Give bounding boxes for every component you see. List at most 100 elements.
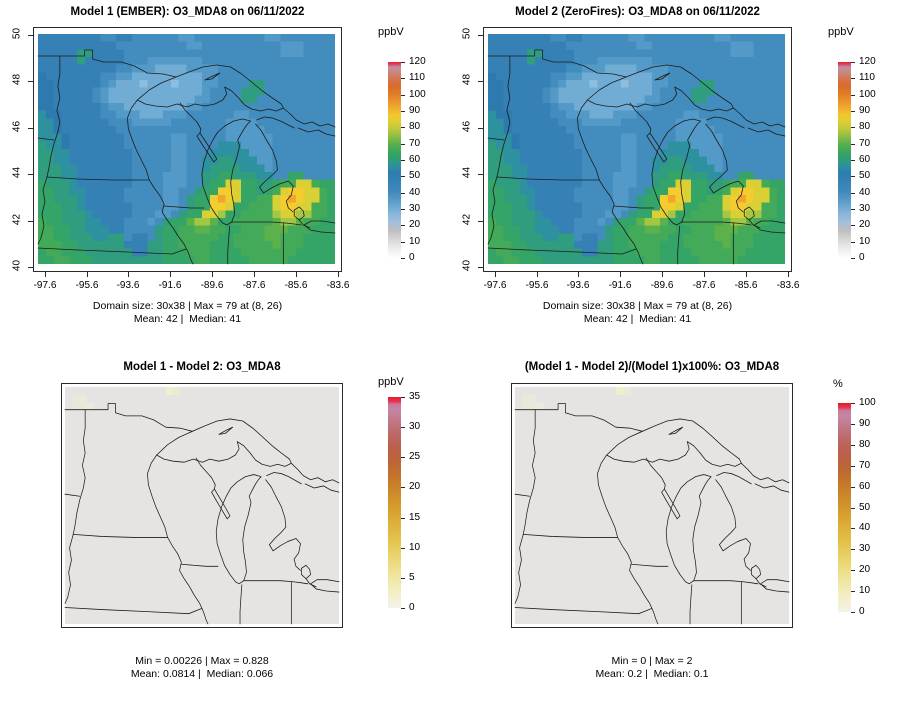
colorbar-tick-mark [401, 94, 405, 96]
panel-2-raster-heatmap [488, 34, 785, 264]
colorbar-tick-label: 15 [409, 511, 421, 523]
colorbar-tick-mark [851, 507, 855, 509]
y-axis-tick-label: 42 [461, 213, 473, 226]
colorbar-tick-mark [401, 62, 405, 63]
y-axis-tick-label: 46 [461, 120, 473, 133]
colorbar-tick-label: 80 [859, 438, 871, 450]
y-axis-tick-mark [478, 221, 483, 222]
colorbar-tick-label: 120 [409, 56, 426, 67]
x-axis-tick-mark [87, 272, 88, 277]
panel-3-stats-line1: Min = 0.00226 | Max = 0.828 [135, 655, 269, 667]
colorbar-tick-label: 40 [859, 186, 871, 198]
colorbar-tick-label: 25 [409, 451, 421, 463]
colorbar-tick-mark [401, 577, 405, 579]
panel-2-subtitle-line2: Mean: 42 | Median: 41 [583, 313, 692, 325]
y-axis-tick-label: 50 [461, 27, 473, 40]
panel-2-subtitle-line1: Domain size: 30x38 | Max = 79 at (8, 26) [542, 300, 733, 312]
panel-1-subtitle-line1: Domain size: 30x38 | Max = 79 at (8, 26) [92, 300, 283, 312]
panel-1-raster-heatmap [38, 34, 335, 264]
panel-4-stats-line1: Min = 0 | Max = 2 [611, 655, 693, 667]
colorbar-tick-label: 20 [859, 564, 871, 576]
colorbar-tick-label: 100 [409, 88, 426, 100]
x-axis-tick-label: -93.6 [116, 280, 140, 291]
colorbar-tick-mark [851, 612, 855, 613]
colorbar-tick-mark [851, 176, 855, 178]
colorbar-tick-mark [851, 549, 855, 551]
colorbar-tick-mark [851, 486, 855, 488]
colorbar-gradient [388, 397, 401, 608]
colorbar-tick-label: 80 [859, 121, 871, 133]
colorbar-tick-label: 20 [859, 219, 871, 231]
y-axis-tick-mark [478, 267, 483, 268]
colorbar-tick-label: 0 [409, 602, 415, 613]
x-axis-tick-mark [620, 272, 621, 277]
panel-3-colorbar-unit: ppbV [378, 376, 404, 388]
colorbar-gradient [838, 403, 851, 612]
x-axis-tick-label: -93.6 [566, 280, 590, 291]
colorbar-tick-mark [401, 258, 405, 259]
x-axis-tick-label: -83.6 [326, 280, 350, 291]
colorbar-tick-mark [401, 176, 405, 178]
colorbar-tick-label: 60 [859, 480, 871, 492]
colorbar-tick-mark [401, 241, 405, 243]
colorbar-tick-mark [401, 397, 405, 398]
colorbar-tick-label: 20 [409, 219, 421, 231]
colorbar-tick-mark [401, 209, 405, 210]
x-axis-tick-mark [578, 272, 579, 277]
colorbar-tick-label: 50 [859, 501, 871, 513]
colorbar-tick-mark [401, 78, 405, 80]
y-axis-tick-mark [28, 267, 33, 268]
colorbar-tick-label: 110 [859, 72, 875, 84]
colorbar-tick-label: 10 [409, 235, 421, 247]
y-axis-tick-label: 42 [11, 213, 23, 226]
colorbar-tick-label: 100 [859, 397, 876, 408]
colorbar-tick-mark [401, 457, 405, 459]
y-axis-tick-mark [28, 81, 33, 82]
x-axis-tick-mark [170, 272, 171, 277]
colorbar-tick-mark [851, 192, 855, 194]
colorbar-tick-mark [851, 591, 855, 593]
panel-2-colorbar-unit: ppbV [828, 26, 854, 38]
colorbar-tick-label: 90 [859, 417, 871, 429]
colorbar-tick-label: 10 [859, 235, 871, 247]
y-axis-tick-mark [478, 81, 483, 82]
colorbar-tick-mark [401, 487, 405, 489]
y-axis-tick-mark [478, 35, 483, 36]
colorbar-tick-label: 110 [409, 72, 425, 84]
x-axis-tick-label: -89.6 [650, 280, 674, 291]
panel-3-raster-heatmap [65, 387, 339, 624]
y-axis-tick-label: 40 [11, 259, 23, 272]
colorbar-tick-label: 70 [409, 137, 421, 149]
colorbar-tick-label: 0 [859, 252, 865, 263]
y-axis-tick-mark [28, 35, 33, 36]
colorbar-tick-label: 120 [859, 56, 876, 67]
x-axis-tick-mark [704, 272, 705, 277]
colorbar-tick-label: 35 [409, 391, 421, 402]
colorbar-tick-mark [851, 465, 855, 467]
colorbar-tick-label: 10 [409, 541, 421, 553]
colorbar-tick-mark [401, 608, 405, 609]
colorbar-tick-label: 60 [409, 154, 421, 165]
x-axis-tick-label: -97.6 [33, 280, 57, 291]
colorbar-tick-mark [401, 143, 405, 145]
y-axis-tick-label: 44 [11, 166, 23, 179]
panel-4-raster-heatmap [515, 387, 789, 624]
x-axis-tick-label: -87.6 [692, 280, 716, 291]
colorbar-tick-label: 10 [859, 585, 871, 597]
colorbar-tick-mark [851, 241, 855, 243]
colorbar-tick-label: 5 [409, 571, 415, 583]
colorbar-tick-mark [851, 127, 855, 129]
x-axis-tick-label: -89.6 [200, 280, 224, 291]
panel-2-map-outline [487, 49, 786, 265]
colorbar-tick-label: 50 [409, 170, 421, 182]
x-axis-tick-label: -91.6 [158, 280, 182, 291]
colorbar-tick-mark [851, 423, 855, 425]
panel-1-subtitle-line2: Mean: 42 | Median: 41 [133, 313, 242, 325]
panel-4-stats-line2: Mean: 0.2 | Median: 0.1 [595, 668, 709, 680]
x-axis-tick-label: -85.6 [284, 280, 308, 291]
colorbar-tick-mark [851, 94, 855, 96]
colorbar-tick-mark [401, 192, 405, 194]
x-axis-tick-mark [45, 272, 46, 277]
colorbar-tick-mark [401, 225, 405, 227]
colorbar-tick-mark [401, 517, 405, 519]
